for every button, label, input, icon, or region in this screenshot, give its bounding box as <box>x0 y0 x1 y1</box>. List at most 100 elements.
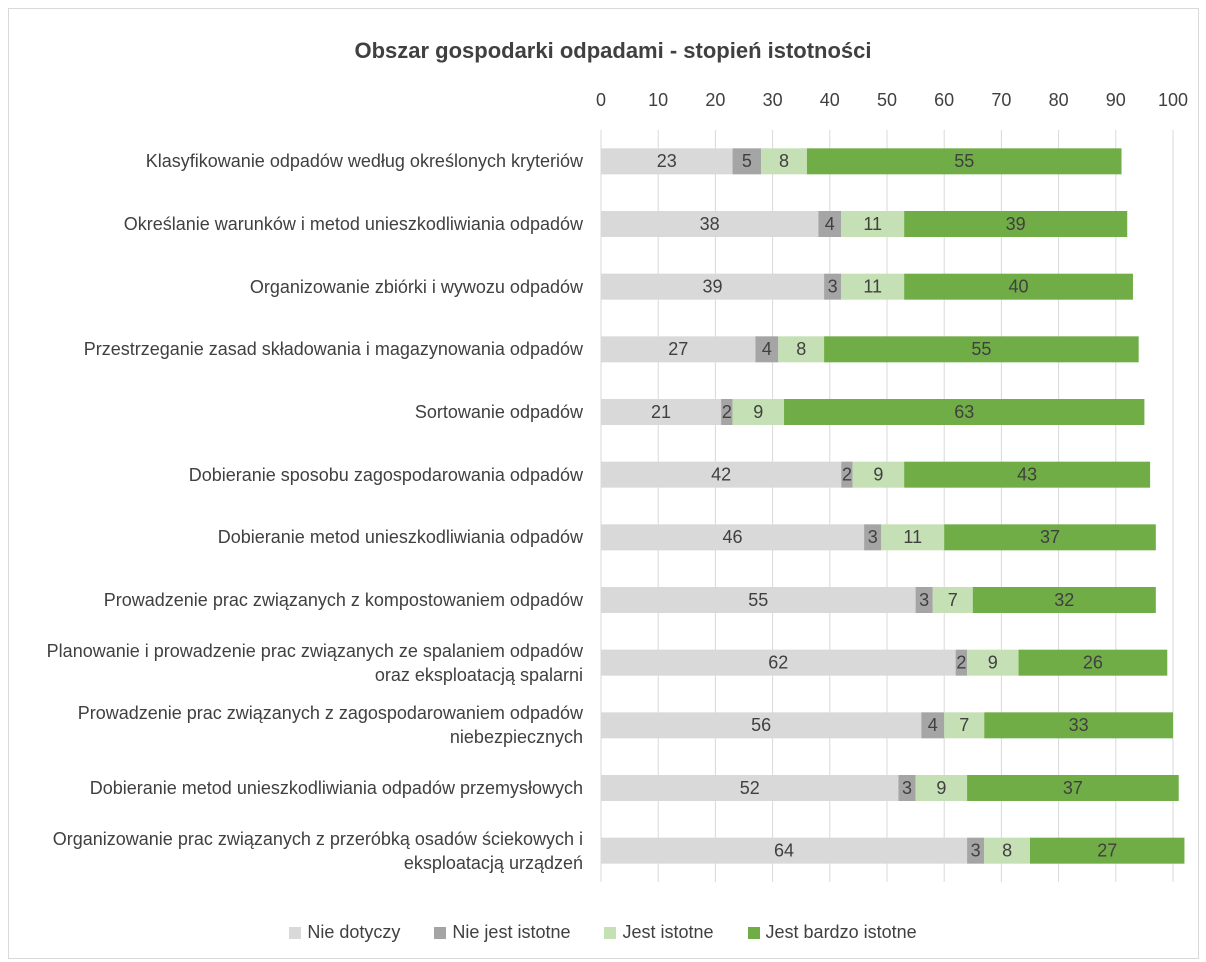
bar-segment <box>601 649 956 676</box>
data-label: 2 <box>842 464 852 484</box>
bar-segment <box>932 587 973 613</box>
x-tick-label: 90 <box>1106 90 1126 110</box>
bar-segment <box>601 336 756 363</box>
bar-segment <box>601 524 865 551</box>
bar-segment <box>755 336 779 363</box>
x-tick-label: 100 <box>1158 90 1188 110</box>
bar-segment <box>601 775 899 801</box>
category-label: Klasyfikowanie odpadów według określonyc… <box>145 151 583 172</box>
data-label: 64 <box>774 840 794 860</box>
bar-segment <box>818 211 842 237</box>
category-label: Dobieranie metod unieszkodliwiania odpad… <box>89 778 583 798</box>
data-label: 7 <box>959 715 969 735</box>
bar-segment <box>904 273 1133 300</box>
category-label: Dobieranie metod unieszkodliwiania odpad… <box>217 527 583 548</box>
x-tick-label: 60 <box>934 90 954 110</box>
bar-segment <box>778 336 825 363</box>
data-label: 2 <box>956 652 966 672</box>
bar-segment <box>601 399 722 425</box>
bar-segment <box>784 399 1145 425</box>
x-tick-label: 80 <box>1049 90 1069 110</box>
data-label: 5 <box>742 151 752 171</box>
bar-segment <box>898 775 916 801</box>
x-tick-label: 20 <box>705 90 725 110</box>
category-label: Prowadzenie prac związanych z kompostowa… <box>103 590 583 610</box>
bar-segment <box>955 649 968 676</box>
bar-segment <box>824 336 1139 363</box>
category-label: Przestrzeganie zasad składowania i magaz… <box>83 339 583 360</box>
data-label: 43 <box>1017 464 1037 484</box>
x-tick-label: 40 <box>820 90 840 110</box>
data-label: 55 <box>971 339 991 359</box>
data-label: 21 <box>651 402 671 422</box>
x-tick-label: 50 <box>877 90 897 110</box>
bar-segment <box>967 775 1179 801</box>
data-label: 55 <box>954 151 974 171</box>
category-label: Organizowanie zbiórki i wywozu odpadów <box>249 276 583 297</box>
chart-title: Obszar gospodarki odpadami - stopień ist… <box>354 38 871 63</box>
data-label: 9 <box>873 464 883 484</box>
bar-segment <box>601 148 733 175</box>
bar-segment <box>944 712 985 739</box>
bar-segment <box>841 273 905 300</box>
bar-segment <box>881 524 945 551</box>
bar-segment <box>841 211 905 237</box>
data-label: 9 <box>753 402 763 422</box>
category-label: Planowanie i prowadzenie prac związanych… <box>46 640 583 685</box>
bar-segment <box>944 524 1156 551</box>
legend-item: Nie dotyczy <box>289 922 400 943</box>
data-label: 37 <box>1063 778 1083 798</box>
bar-segment <box>967 649 1019 676</box>
data-label: 40 <box>1009 276 1029 296</box>
x-tick-label: 10 <box>648 90 668 110</box>
data-label: 42 <box>711 464 731 484</box>
legend-swatch <box>289 926 302 939</box>
bar-segment <box>984 837 1030 864</box>
data-label: 27 <box>668 339 688 359</box>
data-label: 9 <box>988 652 998 672</box>
data-label: 4 <box>762 339 772 359</box>
bar-segment <box>967 837 985 864</box>
data-label: 11 <box>863 276 882 296</box>
category-label: Organizowanie prac związanych z przeróbk… <box>52 828 583 873</box>
bar-segment <box>1018 649 1168 676</box>
category-label: Dobieranie sposobu zagospodarowania odpa… <box>188 464 583 485</box>
data-label: 8 <box>796 339 806 359</box>
data-label: 56 <box>751 715 771 735</box>
data-label: 26 <box>1083 652 1103 672</box>
bar-segment <box>601 712 922 739</box>
data-label: 8 <box>1002 840 1012 860</box>
bar-segment <box>732 148 762 175</box>
legend-label: Jest bardzo istotne <box>765 922 917 942</box>
x-tick-label: 70 <box>991 90 1011 110</box>
bar-segment <box>601 837 968 864</box>
bar-segment <box>904 211 1128 237</box>
data-label: 3 <box>868 527 878 547</box>
bar-segment <box>721 399 733 425</box>
bar-segment <box>921 712 945 739</box>
data-label: 46 <box>723 527 743 547</box>
x-tick-label: 0 <box>596 90 606 110</box>
legend-item: Jest bardzo istotne <box>747 922 917 943</box>
data-label: 4 <box>825 214 835 234</box>
bar-segment <box>852 461 905 488</box>
data-label: 52 <box>740 778 760 798</box>
bar-segment <box>972 587 1156 613</box>
legend-swatch <box>747 926 760 939</box>
data-label: 39 <box>703 276 723 296</box>
legend-item: Nie jest istotne <box>434 922 570 943</box>
data-label: 23 <box>657 151 677 171</box>
x-tick-label: 30 <box>763 90 783 110</box>
legend-swatch <box>434 926 447 939</box>
legend-item: Jest istotne <box>604 922 714 943</box>
data-label: 3 <box>971 840 981 860</box>
data-label: 55 <box>748 590 768 610</box>
bar-segment <box>806 148 1122 175</box>
data-label: 11 <box>863 214 882 234</box>
bar-segment <box>864 524 882 551</box>
chart-border <box>8 8 1199 959</box>
bar-segment <box>601 273 825 300</box>
bar-segment <box>904 461 1151 488</box>
data-label: 38 <box>700 214 720 234</box>
